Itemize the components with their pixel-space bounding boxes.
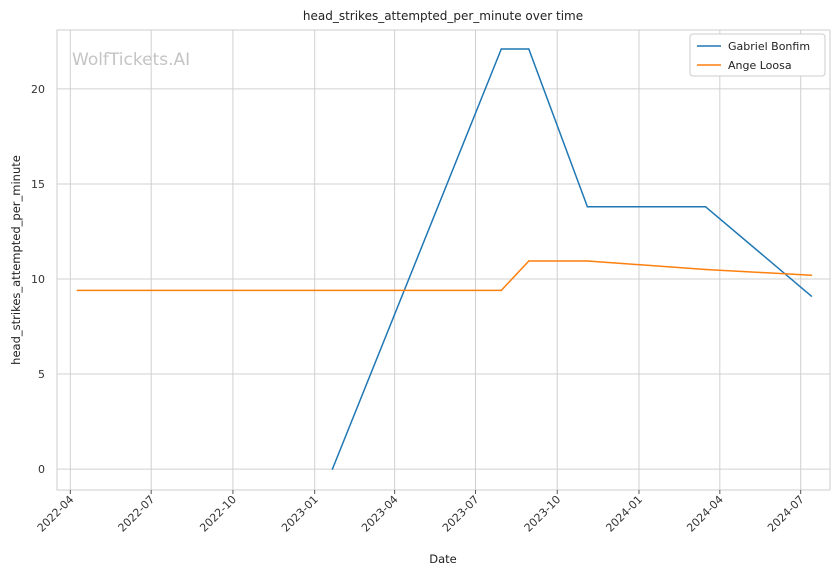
y-tick-label: 15: [31, 178, 45, 191]
x-tick-labels: 2022-04 2022-07 2022-10 2023-01 2023-04 2023-…: [35, 490, 807, 535]
x-tick-label: 2023-01: [279, 493, 321, 535]
y-tick-labels: 0 5 10 15 20: [31, 83, 45, 476]
x-tick-label: 2022-07: [116, 493, 158, 535]
x-tick-label: 2024-07: [765, 493, 807, 535]
data-point-gabriel-bonfim: [527, 48, 530, 50]
x-tick-label: 2022-04: [35, 493, 77, 535]
data-point-ange-loosa: [76, 289, 79, 292]
x-tick-label: 2023-10: [522, 493, 564, 535]
data-point-ange-loosa: [810, 274, 813, 277]
series-line-gabriel-bonfim: [331, 48, 812, 470]
x-tick-label: 2023-04: [359, 493, 401, 535]
data-point-ange-loosa: [527, 260, 530, 262]
data-point-gabriel-bonfim: [704, 205, 707, 208]
data-point-ange-loosa: [500, 289, 503, 292]
data-point-gabriel-bonfim: [586, 205, 589, 208]
data-point-ange-loosa: [586, 260, 589, 262]
series-line-ange-loosa: [77, 260, 812, 292]
x-tick-label: 2022-10: [197, 493, 239, 535]
data-point-gabriel-bonfim: [500, 48, 503, 50]
y-tick-label: 20: [31, 83, 45, 96]
data-point-gabriel-bonfim: [810, 295, 813, 297]
x-axis-label: Date: [429, 552, 457, 566]
y-tick-label: 10: [31, 273, 45, 286]
watermark: WolfTickets.AI: [72, 50, 190, 70]
x-tick-label: 2024-01: [603, 493, 645, 535]
legend: Gabriel Bonfim Ange Loosa: [689, 33, 826, 77]
chart-title: head_strikes_attempted_per_minute over t…: [303, 9, 583, 23]
series-layer: [76, 48, 813, 470]
legend-label-gabriel-bonfim: Gabriel Bonfim: [728, 40, 810, 53]
y-axis-label: head_strikes_attempted_per_minute: [9, 155, 23, 365]
data-point-gabriel-bonfim: [331, 468, 334, 470]
x-tick-label: 2023-07: [440, 493, 482, 535]
x-tick-label: 2024-04: [684, 493, 726, 535]
y-tick-label: 5: [38, 368, 45, 381]
grid: [57, 30, 830, 490]
data-point-ange-loosa: [704, 268, 707, 271]
y-tick-label: 0: [38, 463, 45, 476]
legend-box: [689, 33, 826, 77]
plot-frame: [56, 29, 831, 491]
legend-label-ange-loosa: Ange Loosa: [728, 59, 792, 72]
